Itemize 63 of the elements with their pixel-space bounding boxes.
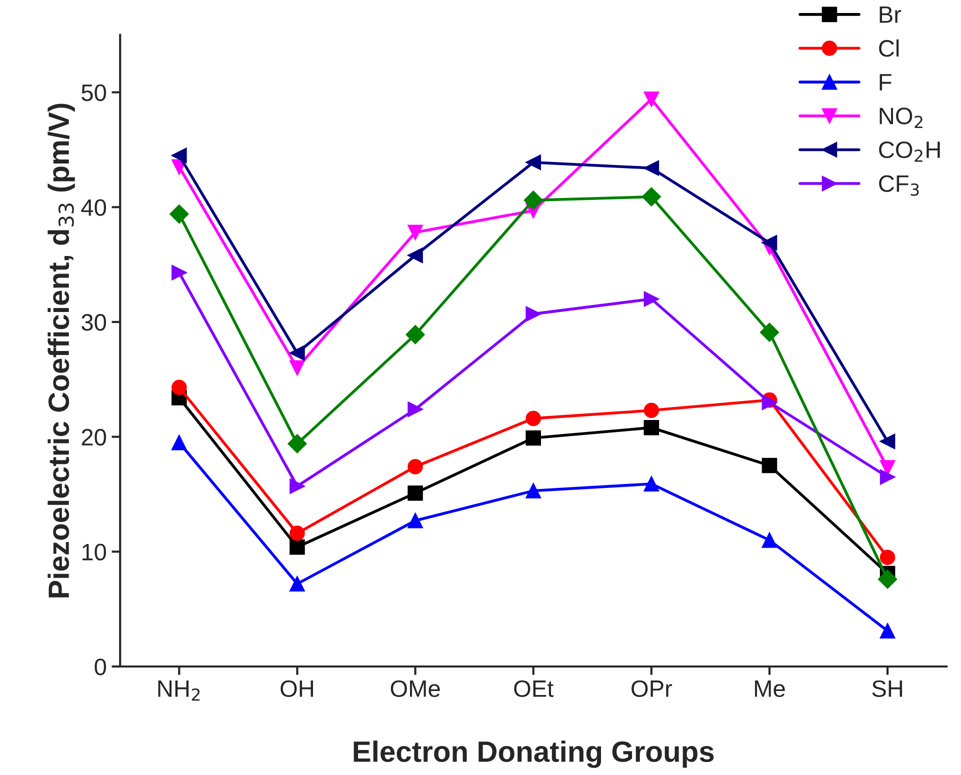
point	[408, 485, 423, 501]
x-tick-label: OH	[280, 680, 314, 698]
point	[880, 469, 896, 485]
legend-label: NO$_{2}$	[880, 108, 922, 128]
legend-label: Br	[880, 6, 902, 23]
point	[762, 458, 778, 474]
point	[644, 402, 660, 418]
x-tick-label: NH$_{2}$	[158, 680, 200, 701]
point	[408, 224, 423, 240]
point	[290, 576, 305, 592]
y-tick-label: 20	[82, 428, 106, 446]
point	[290, 478, 305, 494]
point	[880, 550, 896, 566]
point	[880, 434, 896, 450]
point	[526, 154, 541, 170]
point	[408, 402, 423, 417]
point	[526, 410, 541, 426]
y-tick-label: 50	[82, 84, 106, 102]
point	[642, 187, 661, 206]
legend-label: F	[880, 74, 892, 90]
y-tick-label: 40	[81, 199, 106, 216]
point	[644, 476, 660, 492]
point	[762, 235, 778, 250]
y-tick-label: 10	[82, 544, 106, 560]
x-tick-label: SH	[872, 680, 902, 698]
point	[290, 345, 305, 361]
point	[172, 380, 187, 396]
legend-label: CF$_{3}$	[879, 175, 919, 196]
point	[644, 160, 660, 176]
point	[878, 570, 898, 589]
point	[408, 513, 423, 528]
point	[880, 623, 896, 639]
point	[762, 532, 778, 548]
point	[172, 148, 187, 164]
point	[290, 360, 305, 376]
x-tick-label: OMe	[390, 680, 440, 698]
y-axis-title: Piezoelectric Coefficient, d$_{33}$ (pm/V)	[48, 104, 75, 598]
x-axis-title: Electron Donating Groups	[354, 740, 714, 768]
point	[880, 460, 896, 476]
point	[288, 434, 307, 454]
point	[760, 322, 780, 342]
point	[644, 420, 660, 436]
point	[526, 430, 541, 446]
legend-label: CO$_{2}$H	[879, 141, 940, 162]
point	[172, 264, 187, 280]
point	[408, 459, 423, 474]
point	[290, 526, 305, 541]
point	[526, 483, 541, 498]
x-tick-label: OPr	[632, 680, 672, 698]
point	[170, 204, 189, 224]
point	[172, 434, 187, 450]
point	[290, 539, 305, 555]
point	[408, 248, 423, 264]
x-tick-label: Me	[755, 680, 785, 698]
y-tick-label: 0	[94, 658, 106, 676]
point	[524, 190, 543, 210]
point	[644, 291, 660, 307]
point	[526, 306, 541, 322]
point	[644, 92, 660, 107]
point	[406, 325, 425, 344]
y-tick-label: 30	[82, 314, 106, 331]
x-tick-label: OEt	[514, 680, 554, 698]
legend-label: Cl	[879, 39, 899, 57]
